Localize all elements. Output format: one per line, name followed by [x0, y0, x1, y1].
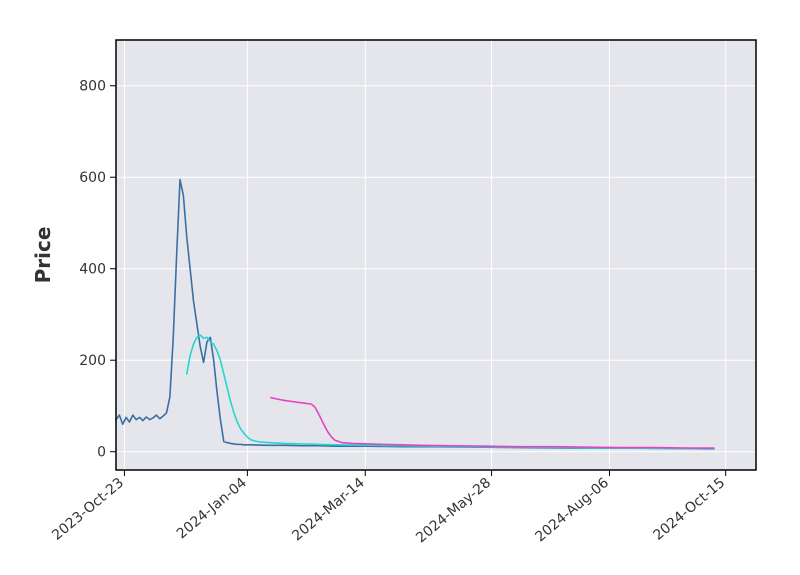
- y-tick-label: 200: [79, 353, 106, 369]
- y-tick-label: 600: [79, 170, 106, 186]
- y-tick-label: 400: [79, 262, 106, 278]
- price-chart: 02004006008002023-Oct-232024-Jan-042024-…: [0, 0, 800, 575]
- y-tick-label: 0: [97, 445, 106, 461]
- chart-svg: 02004006008002023-Oct-232024-Jan-042024-…: [0, 0, 800, 575]
- y-tick-label: 800: [79, 79, 106, 95]
- y-axis-label: Price: [31, 227, 55, 284]
